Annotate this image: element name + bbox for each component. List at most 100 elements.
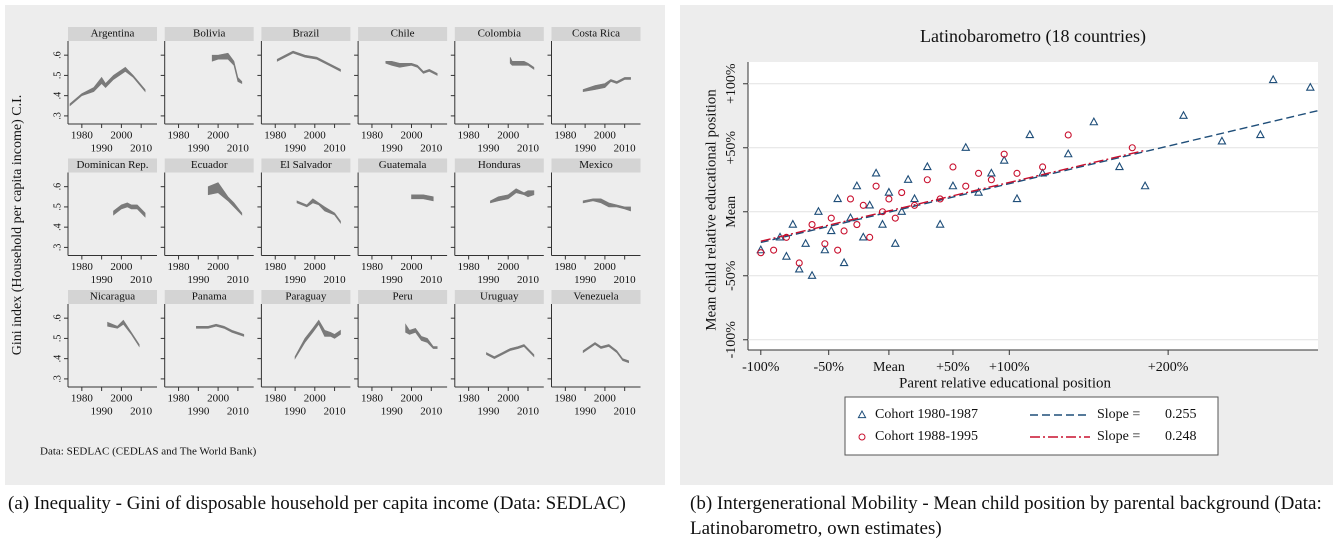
point: [782, 233, 790, 241]
x-tick-label: 2010: [614, 143, 637, 155]
point: [833, 193, 843, 203]
panel-title: Argentina: [91, 28, 135, 40]
x-tick-label: 2010: [130, 143, 153, 155]
strip: [454, 158, 544, 173]
x-tick-label: -100%: [742, 360, 780, 375]
point: [1064, 131, 1072, 139]
x-tick-label: 2000: [401, 261, 424, 273]
ci-band: [107, 319, 140, 348]
point: [820, 245, 830, 254]
point: [1305, 82, 1315, 91]
point: [1025, 129, 1035, 139]
point: [865, 200, 875, 209]
x-tick-label: 2010: [227, 406, 250, 418]
strip: [164, 290, 254, 304]
ci-band: [486, 344, 535, 359]
x-tick-label: 1980: [264, 130, 287, 142]
x-tick-label: 2000: [304, 130, 327, 142]
strip: [551, 27, 641, 41]
point: [757, 249, 765, 257]
y-axis-label: Gini index (Household per capita income)…: [10, 95, 25, 355]
point: [827, 214, 835, 222]
strip: [454, 27, 544, 41]
point: [1114, 161, 1124, 171]
strip: [261, 290, 351, 304]
point: [858, 232, 868, 241]
point: [1217, 136, 1227, 145]
x-tick-label: 1990: [381, 406, 404, 418]
point: [795, 259, 803, 267]
x-tick-label: 2000: [304, 261, 327, 273]
legend-label: Cohort 1980-1987: [875, 407, 978, 422]
point: [852, 181, 862, 190]
x-tick-label: 1990: [477, 143, 500, 155]
point: [885, 195, 893, 203]
x-tick-label: +200%: [1148, 360, 1189, 375]
x-tick-label: 1980: [361, 130, 384, 142]
x-tick-label: Mean: [873, 360, 905, 375]
ci-band: [207, 182, 243, 216]
y-tick-label: .3: [52, 375, 63, 383]
point: [1063, 149, 1073, 158]
point: [890, 238, 900, 247]
strip: [164, 27, 254, 41]
point: [903, 174, 913, 183]
x-tick-label: +50%: [936, 360, 970, 375]
x-tick-label: 1980: [554, 130, 577, 142]
x-tick-label: 2010: [420, 406, 443, 418]
x-tick-label: 2010: [130, 406, 153, 418]
x-tick-label: 1980: [168, 393, 191, 405]
ci-band: [582, 342, 629, 364]
y-tick-label: .6: [52, 51, 63, 59]
strip: [68, 158, 157, 173]
point: [846, 195, 855, 203]
point: [756, 245, 766, 254]
point: [884, 187, 894, 196]
x-tick-label: 1980: [458, 261, 481, 273]
x-tick-label: 1990: [574, 143, 597, 155]
point: [859, 201, 867, 209]
x-tick-label: 1990: [574, 406, 597, 418]
ci-band: [582, 198, 631, 212]
panel-title: Ecuador: [191, 159, 228, 171]
point: [845, 213, 855, 222]
point: [922, 161, 932, 171]
x-tick-label: +100%: [989, 360, 1030, 375]
panel-title: Guatemala: [379, 159, 427, 171]
legend-box: [844, 396, 1219, 456]
y-tick-label: .5: [52, 335, 63, 343]
x-tick-label: 2000: [401, 130, 424, 142]
point: [986, 168, 996, 177]
fit-line: [760, 149, 1146, 242]
point: [866, 233, 874, 241]
point: [1178, 110, 1189, 119]
point: [770, 246, 778, 254]
legend-marker: [857, 409, 867, 419]
x-tick-label: 1980: [458, 393, 481, 405]
point: [897, 206, 907, 215]
x-tick-label: 1980: [71, 261, 94, 273]
panel-a-background: [5, 5, 665, 485]
point: [840, 227, 848, 235]
y-tick-label: -100%: [724, 321, 739, 359]
point: [794, 264, 804, 273]
point: [834, 246, 842, 254]
point: [909, 193, 920, 203]
y-tick-label: .3: [52, 244, 63, 252]
point: [1268, 74, 1278, 84]
x-tick-label: 2000: [207, 393, 230, 405]
panel-title: Chile: [391, 28, 415, 40]
point: [1013, 169, 1021, 177]
y-tick-label: .4: [52, 223, 63, 231]
y-tick-label: .5: [52, 72, 63, 80]
point: [962, 182, 970, 190]
x-tick-label: 2000: [401, 393, 424, 405]
point: [949, 163, 957, 171]
x-tick-label: 2000: [497, 261, 520, 273]
point: [1089, 117, 1099, 126]
panel-title: Dominican Rep.: [76, 159, 148, 171]
y-tick-label: .5: [52, 203, 63, 211]
strip: [261, 27, 351, 41]
x-tick-label: 1990: [284, 143, 307, 155]
